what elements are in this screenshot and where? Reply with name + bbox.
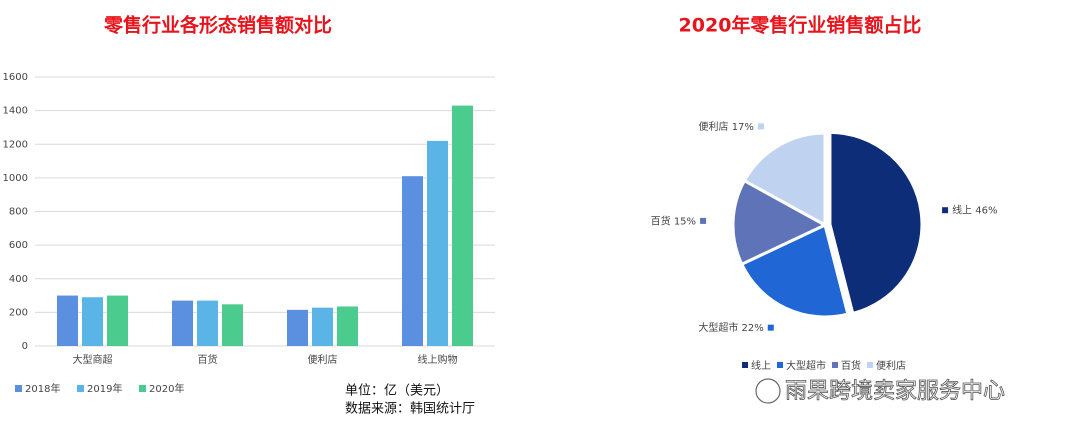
x-tick-label: 线上购物 [418,353,458,366]
bar [172,300,193,346]
bar [197,300,218,346]
bar [107,295,128,346]
legend-swatch [139,385,146,392]
bar [452,105,473,346]
bar [312,307,333,346]
y-tick-label: 1000 [3,173,28,184]
pie-slice [731,178,829,267]
y-tick-label: 600 [9,240,28,251]
y-tick-label: 1600 [3,72,28,83]
label-swatch [700,217,707,224]
unit-note: 单位：亿（美元） [345,384,449,399]
bar [337,306,358,346]
x-tick-label: 大型商超 [73,353,113,366]
pie-slice [742,131,827,228]
legend-swatch [77,385,84,392]
label-swatch [942,207,949,214]
source-note: 数据来源：韩国统计厅 [345,402,475,417]
x-tick-label: 便利店 [308,353,338,366]
bar [287,309,308,346]
legend-swatch [777,362,783,368]
watermark: 雨果跨境卖家服务中心 [785,379,1005,404]
y-tick-label: 1200 [3,139,28,150]
data-label: 大型超市 22% [698,321,763,334]
data-label: 线上 46% [952,204,997,217]
legend-label: 大型超市 [786,359,826,372]
bar [57,295,78,346]
pie-slice [739,222,850,319]
watermark-icon [755,378,781,404]
bar [427,140,448,346]
legend-swatch [832,362,838,368]
label-swatch [767,324,774,331]
legend-label: 百货 [841,359,861,372]
bar [222,304,243,346]
pie-title: 2020年零售行业销售额占比 [679,14,922,37]
y-tick-label: 200 [9,307,28,318]
legend-label: 2019年 [87,382,122,395]
legend-swatch [742,362,748,368]
y-tick-label: 0 [22,341,28,352]
bar [82,297,103,346]
legend-label: 便利店 [876,359,906,372]
y-tick-label: 400 [9,274,28,285]
y-tick-label: 1400 [3,106,28,117]
data-label: 便利店 17% [699,120,754,133]
bar-title: 零售行业各形态销售额对比 [103,14,332,37]
pie-slice [828,130,924,316]
y-tick-label: 800 [9,207,28,218]
legend-label: 2020年 [149,382,184,395]
legend-swatch [867,362,873,368]
legend-label: 线上 [751,359,771,372]
x-tick-label: 百货 [198,353,218,366]
bar [402,176,423,346]
data-label: 百货 15% [651,214,696,227]
legend-label: 2018年 [25,382,60,395]
label-swatch [757,123,764,130]
legend-swatch [15,385,22,392]
